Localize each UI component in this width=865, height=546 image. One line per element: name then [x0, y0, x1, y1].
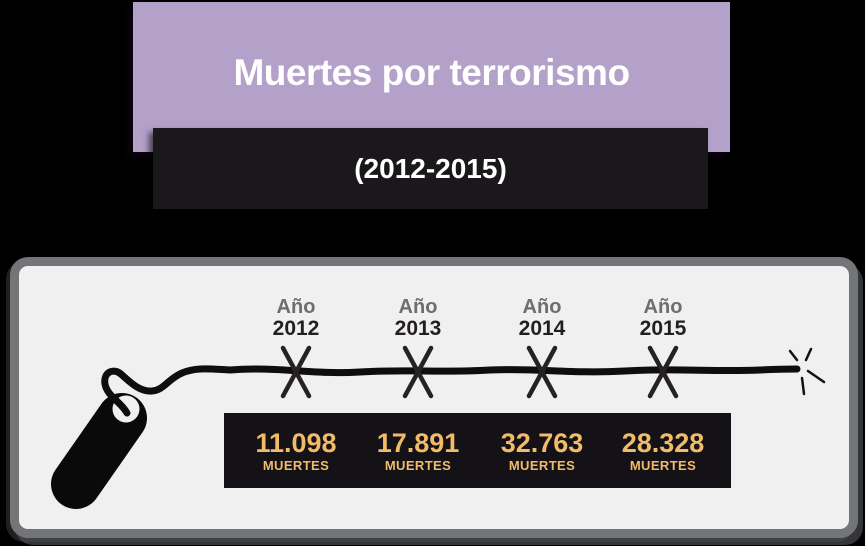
deaths-value: 28.328	[621, 427, 705, 458]
year-prefix: Año	[522, 296, 562, 318]
deaths-unit: MUERTES	[384, 457, 452, 473]
year-label-2015: Año 2015	[608, 297, 718, 340]
year-prefix: Año	[398, 296, 438, 318]
year-prefix: Año	[276, 296, 316, 318]
title-banner: Muertes por terrorismo	[133, 2, 730, 152]
year-value: 2012	[272, 317, 320, 340]
year-value: 2013	[394, 317, 442, 340]
deaths-value: 17.891	[376, 427, 460, 458]
deaths-unit: MUERTES	[508, 457, 576, 473]
deaths-entry-2015: 28.328 MUERTES	[598, 413, 728, 488]
deaths-unit: MUERTES	[629, 457, 697, 473]
year-value: 2014	[518, 317, 566, 340]
deaths-entry-2014: 32.763 MUERTES	[477, 413, 607, 488]
deaths-values-strip: 11.098 MUERTES 17.891 MUERTES 32.763 MUE…	[224, 413, 731, 488]
deaths-value: 11.098	[255, 427, 337, 458]
year-value: 2015	[639, 317, 687, 340]
page-title: Muertes por terrorismo	[233, 52, 630, 93]
deaths-entry-2013: 17.891 MUERTES	[353, 413, 483, 488]
subtitle-banner: (2012-2015)	[153, 128, 708, 209]
year-prefix: Año	[643, 296, 683, 318]
year-label-2012: Año 2012	[241, 297, 351, 340]
deaths-entry-2012: 11.098 MUERTES	[231, 413, 361, 488]
year-label-2014: Año 2014	[487, 297, 597, 340]
year-label-2013: Año 2013	[363, 297, 473, 340]
page-subtitle: (2012-2015)	[354, 152, 507, 184]
deaths-unit: MUERTES	[262, 457, 330, 473]
deaths-value: 32.763	[500, 427, 584, 458]
